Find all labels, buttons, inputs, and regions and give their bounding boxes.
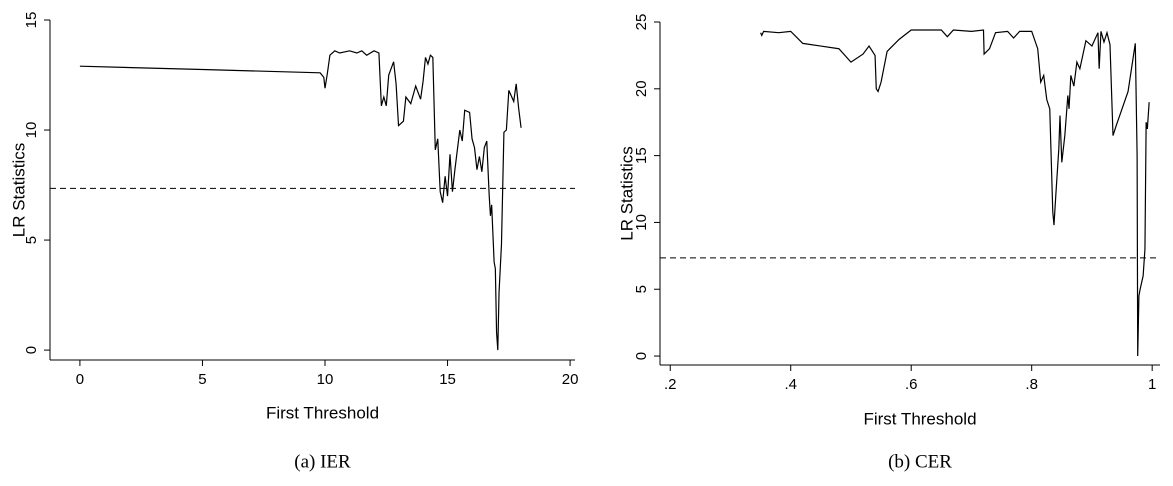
y-tick-label: 0 [633,352,650,360]
y-tick-label: 25 [633,14,650,31]
series-line [79,50,522,351]
x-tick-label: .6 [905,376,918,393]
y-tick-label: 10 [23,122,40,139]
x-tick-label: .4 [784,376,797,393]
series-line [760,29,1150,357]
x-tick-label: 5 [198,371,206,388]
x-tick-label: 10 [317,371,334,388]
caption: (b) CER [888,451,952,472]
x-tick-label: 0 [76,371,84,388]
y-axis-title: LR Statistics [9,143,28,237]
y-tick-label: 10 [633,214,650,231]
y-tick-label: 15 [23,12,40,29]
x-tick-label: 20 [562,371,579,388]
y-tick-label: 0 [23,346,40,354]
x-axis-title: First Threshold [863,409,976,428]
y-tick-label: 15 [633,147,650,164]
x-tick-label: .8 [1025,376,1038,393]
y-tick-label: 5 [633,285,650,293]
x-tick-label: 15 [439,371,456,388]
caption: (a) IER [294,451,351,472]
y-tick-label: 20 [633,80,650,97]
x-tick-label: .2 [664,376,677,393]
x-axis-title: First Threshold [266,403,379,422]
x-tick-label: 1 [1148,376,1156,393]
y-axis-title: LR Statistics [617,146,636,240]
y-tick-label: 5 [23,236,40,244]
